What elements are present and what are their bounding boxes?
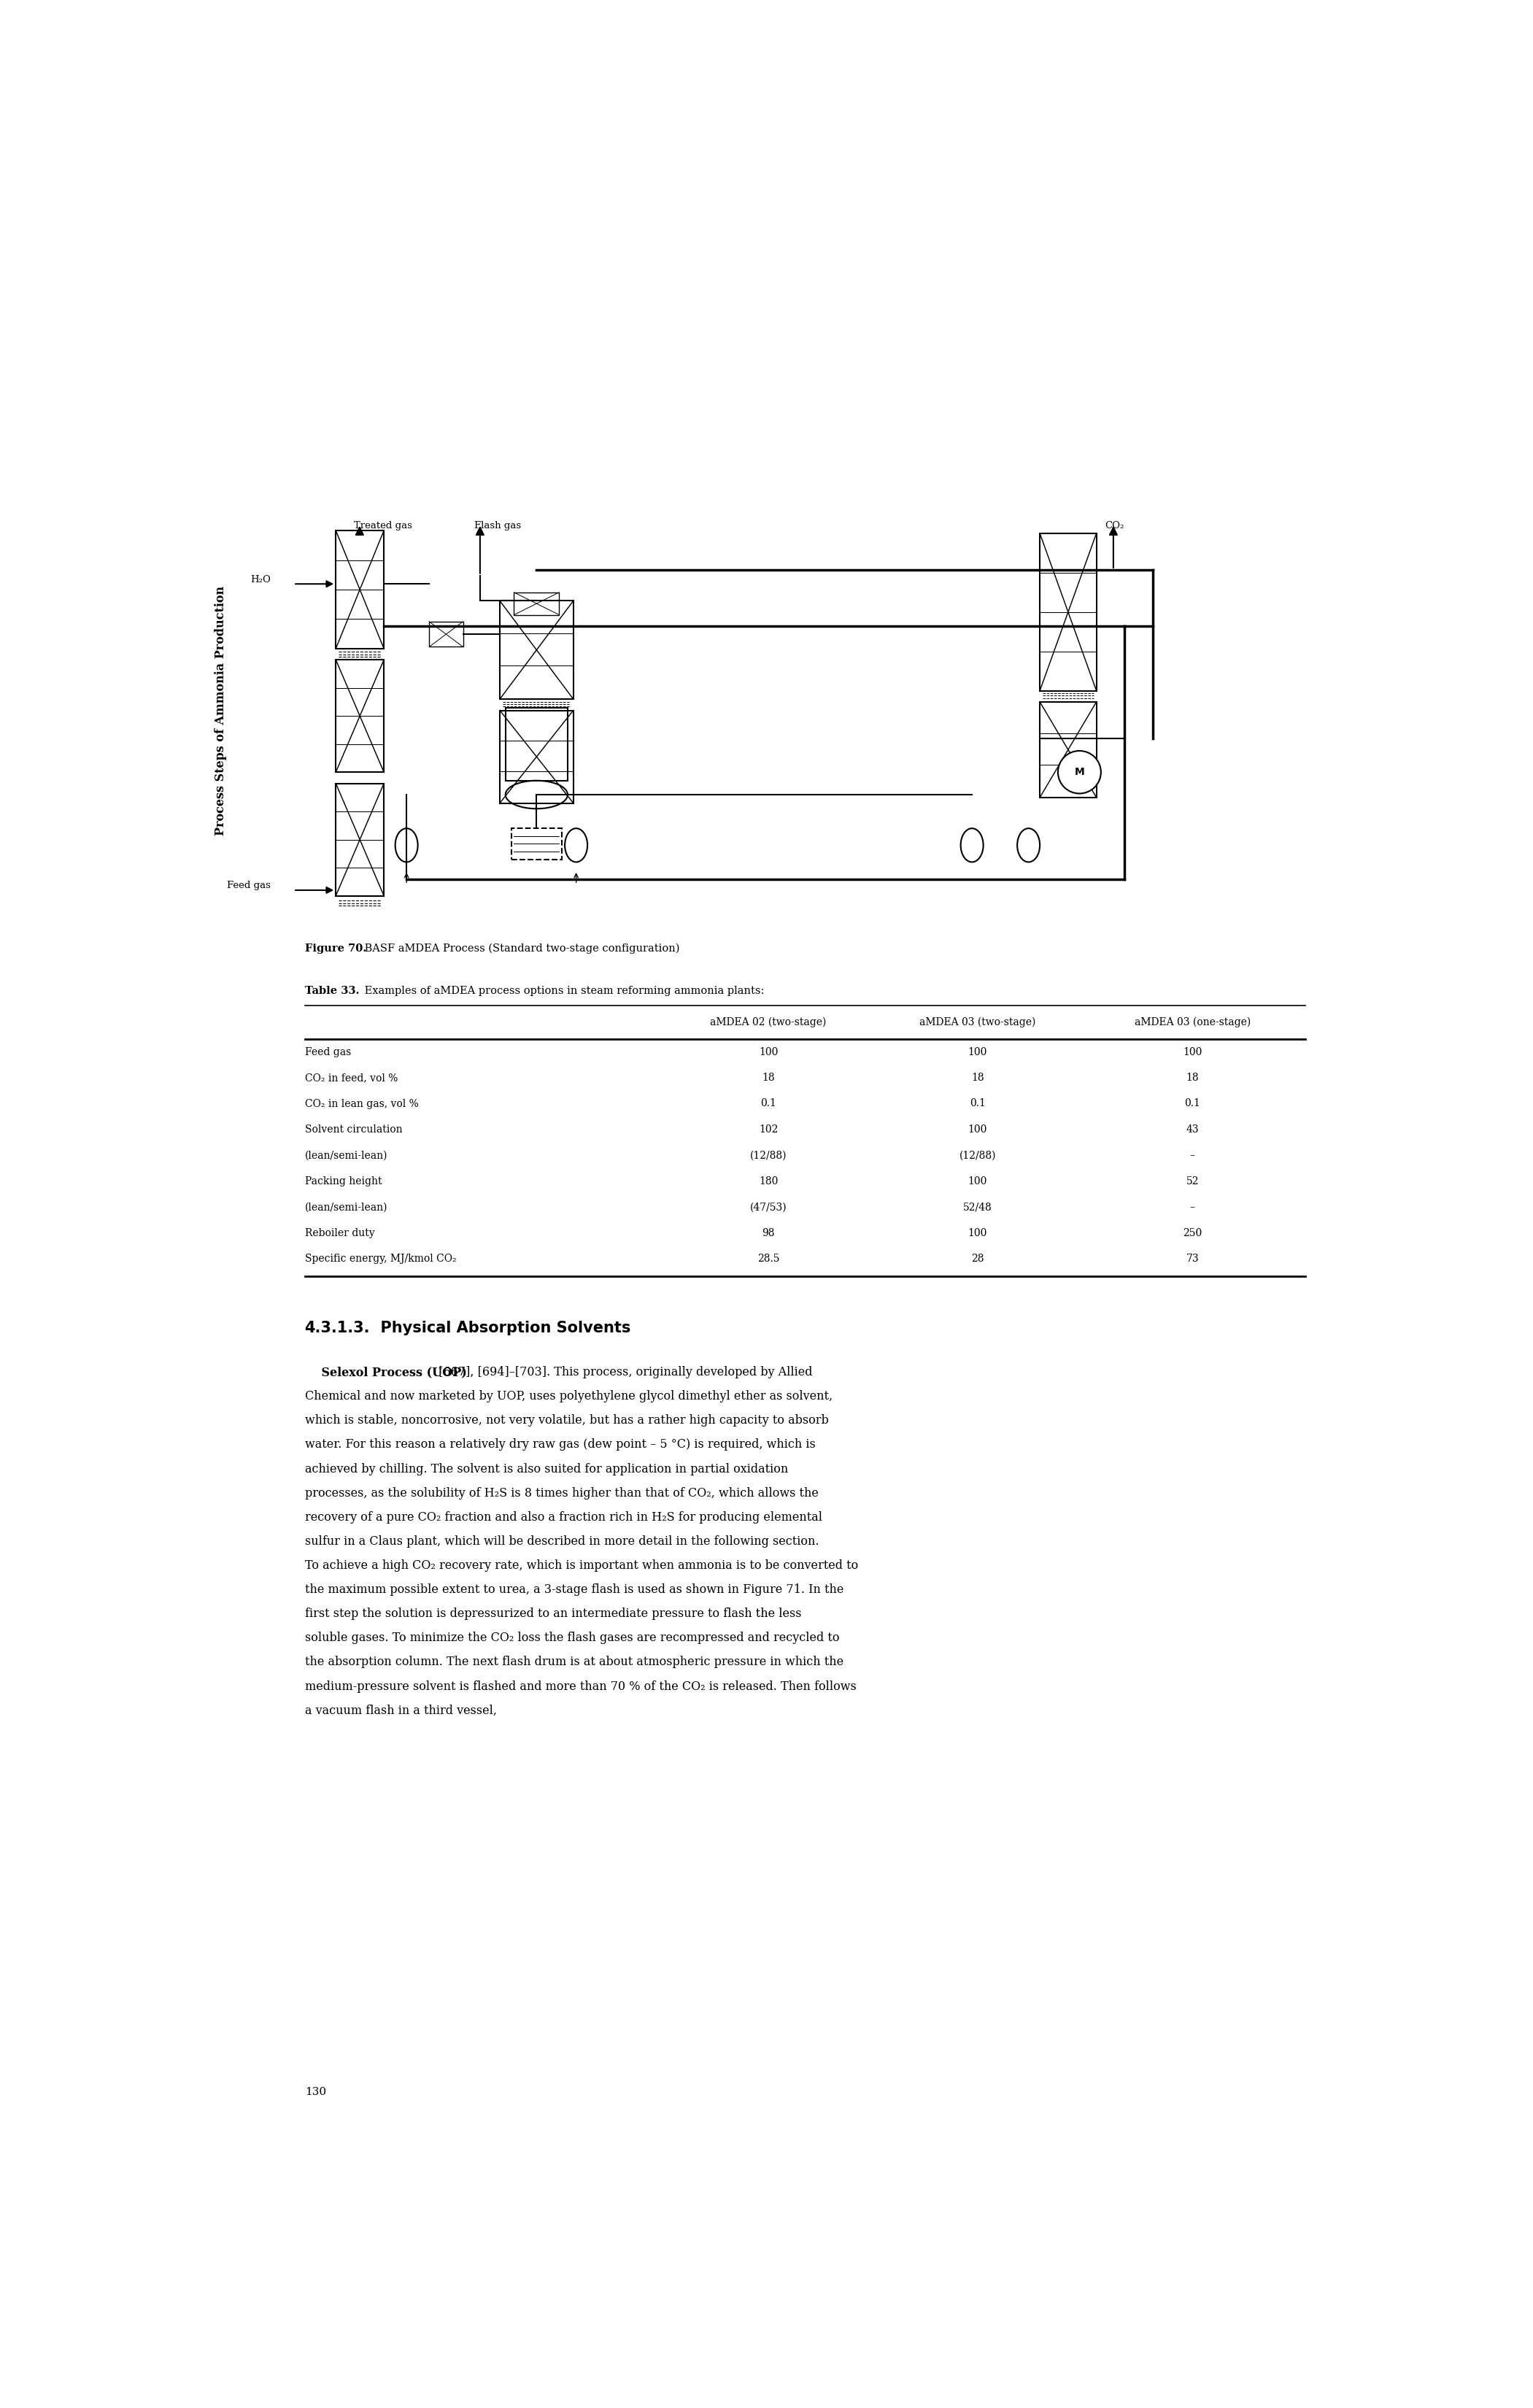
Text: 28.5: 28.5 (757, 1255, 780, 1264)
Text: 52/48: 52/48 (963, 1202, 992, 1211)
Text: the absorption column. The next flash drum is at about atmospheric pressure in w: the absorption column. The next flash dr… (305, 1657, 843, 1669)
Text: [667], [694]–[703]. This process, originally developed by Allied: [667], [694]–[703]. This process, origin… (435, 1365, 812, 1377)
Text: Feed gas: Feed gas (305, 1047, 351, 1057)
Text: which is stable, noncorrosive, not very volatile, but has a rather high capacity: which is stable, noncorrosive, not very … (305, 1413, 828, 1428)
Text: Flash gas: Flash gas (474, 520, 521, 530)
Text: 180: 180 (759, 1175, 779, 1187)
Text: Physical Absorption Solvents: Physical Absorption Solvents (369, 1322, 630, 1336)
Text: 100: 100 (1183, 1047, 1202, 1057)
Bar (500, 710, 573, 804)
Text: –: – (1190, 1151, 1196, 1161)
Text: (12/88): (12/88) (750, 1151, 786, 1161)
Text: aMDEA 03 (one-stage): aMDEA 03 (one-stage) (1134, 1016, 1251, 1028)
Text: (12/88): (12/88) (960, 1151, 996, 1161)
Text: (47/53): (47/53) (750, 1202, 786, 1211)
Text: Chemical and now marketed by UOP, uses polyethylene glycol dimethyl ether as sol: Chemical and now marketed by UOP, uses p… (305, 1389, 832, 1401)
Text: 4.3.1.3.: 4.3.1.3. (305, 1322, 369, 1336)
Text: CO₂ in feed, vol %: CO₂ in feed, vol % (305, 1072, 397, 1084)
Text: the maximum possible extent to urea, a 3-stage flash is used as shown in Figure : the maximum possible extent to urea, a 3… (305, 1584, 843, 1597)
Text: CO₂ in lean gas, vol %: CO₂ in lean gas, vol % (305, 1098, 419, 1108)
Text: first step the solution is depressurized to an intermediate pressure to flash th: first step the solution is depressurized… (305, 1609, 802, 1621)
Bar (336, 530, 383, 648)
Text: 102: 102 (759, 1125, 779, 1134)
Text: 0.1: 0.1 (760, 1098, 776, 1108)
Bar (429, 621, 463, 648)
Text: 98: 98 (762, 1228, 774, 1238)
Text: 100: 100 (759, 1047, 779, 1057)
Bar (336, 660, 383, 773)
Text: Figure 70.: Figure 70. (305, 944, 366, 954)
Text: Solvent circulation: Solvent circulation (305, 1125, 402, 1134)
Text: 100: 100 (967, 1228, 987, 1238)
Bar (336, 783, 383, 896)
Text: To achieve a high CO₂ recovery rate, which is important when ammonia is to be co: To achieve a high CO₂ recovery rate, whi… (305, 1560, 858, 1572)
Text: 18: 18 (762, 1072, 774, 1084)
Text: 0.1: 0.1 (1185, 1098, 1200, 1108)
Text: 52: 52 (1187, 1175, 1199, 1187)
Text: H₂O: H₂O (250, 576, 271, 585)
Text: 100: 100 (967, 1047, 987, 1057)
Text: achieved by chilling. The solvent is also suited for application in partial oxid: achieved by chilling. The solvent is als… (305, 1462, 788, 1476)
Text: water. For this reason a relatively dry raw gas (dew point – 5 °C) is required, : water. For this reason a relatively dry … (305, 1438, 816, 1452)
Text: Selexol Process (UOP): Selexol Process (UOP) (305, 1365, 466, 1377)
Text: Reboiler duty: Reboiler duty (305, 1228, 374, 1238)
Text: 73: 73 (1187, 1255, 1199, 1264)
Text: Packing height: Packing height (305, 1175, 382, 1187)
Text: (lean/semi-lean): (lean/semi-lean) (305, 1151, 388, 1161)
Text: 18: 18 (972, 1072, 984, 1084)
Text: Process Steps of Ammonia Production: Process Steps of Ammonia Production (215, 585, 227, 836)
Text: recovery of a pure CO₂ fraction and also a fraction rich in H₂S for producing el: recovery of a pure CO₂ fraction and also… (305, 1512, 822, 1524)
Text: soluble gases. To minimize the CO₂ loss the flash gases are recompressed and rec: soluble gases. To minimize the CO₂ loss … (305, 1633, 839, 1645)
Text: aMDEA 02 (two-stage): aMDEA 02 (two-stage) (710, 1016, 826, 1028)
Text: Treated gas: Treated gas (354, 520, 412, 530)
Text: sulfur in a Claus plant, which will be described in more detail in the following: sulfur in a Claus plant, which will be d… (305, 1536, 819, 1548)
Bar (1039, 535, 1096, 691)
Text: CO₂: CO₂ (1105, 520, 1124, 530)
Text: Examples of aMDEA process options in steam reforming ammonia plants:: Examples of aMDEA process options in ste… (362, 985, 765, 997)
Text: 18: 18 (1187, 1072, 1199, 1084)
Circle shape (1058, 751, 1101, 795)
Text: 28: 28 (972, 1255, 984, 1264)
Text: –: – (1190, 1202, 1196, 1211)
Text: BASF aMDEA Process (Standard two-stage configuration): BASF aMDEA Process (Standard two-stage c… (362, 944, 679, 954)
Text: Table 33.: Table 33. (305, 985, 359, 997)
Bar (514, 592, 560, 614)
Text: processes, as the solubility of H₂S is 8 times higher than that of CO₂, which al: processes, as the solubility of H₂S is 8… (305, 1486, 819, 1500)
Bar (510, 828, 563, 860)
Text: 0.1: 0.1 (970, 1098, 986, 1108)
Text: (lean/semi-lean): (lean/semi-lean) (305, 1202, 388, 1211)
Text: 130: 130 (305, 2088, 327, 2097)
Bar (500, 600, 573, 698)
Text: a vacuum flash in a third vessel,: a vacuum flash in a third vessel, (305, 1705, 497, 1717)
Text: aMDEA 03 (two-stage): aMDEA 03 (two-stage) (920, 1016, 1036, 1028)
Text: 100: 100 (967, 1125, 987, 1134)
Text: 100: 100 (967, 1175, 987, 1187)
Bar (1039, 703, 1096, 797)
Text: Specific energy, MJ/kmol CO₂: Specific energy, MJ/kmol CO₂ (305, 1255, 457, 1264)
Bar (506, 708, 567, 780)
Text: Feed gas: Feed gas (227, 881, 271, 891)
Text: M: M (1075, 768, 1084, 778)
Text: 250: 250 (1183, 1228, 1202, 1238)
Text: 43: 43 (1187, 1125, 1199, 1134)
Text: medium-pressure solvent is flashed and more than 70 % of the CO₂ is released. Th: medium-pressure solvent is flashed and m… (305, 1681, 855, 1693)
